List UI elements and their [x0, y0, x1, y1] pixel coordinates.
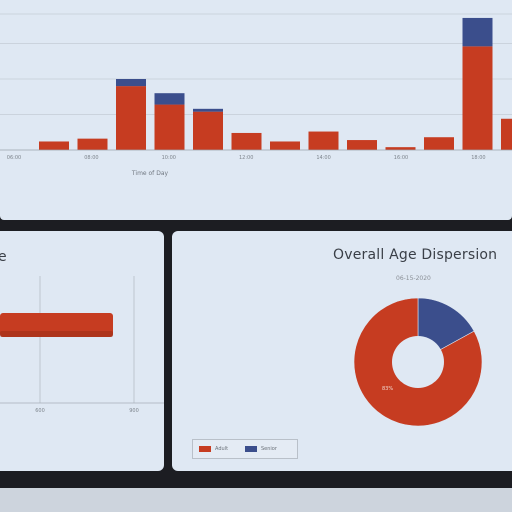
- tick-label: 900: [129, 408, 139, 414]
- tick-label: 600: [35, 408, 45, 414]
- bar-segment-red: [462, 46, 493, 151]
- panel-date: 06-15-2020: [396, 275, 431, 282]
- panel-title: e: [0, 249, 7, 265]
- bar-segment-blue: [462, 17, 493, 47]
- left-chart-panel: e 600 900: [0, 231, 164, 471]
- chart-bars: [39, 17, 512, 151]
- legend-item-senior[interactable]: Senior: [245, 446, 277, 452]
- tick-label: 06:00: [7, 155, 21, 161]
- tick-label: 12:00: [239, 155, 253, 161]
- tick-label: 18:00: [471, 155, 485, 161]
- bar-segment-blue: [116, 79, 146, 87]
- tick-label: 16:00: [394, 155, 408, 161]
- donut-hole: [392, 336, 444, 388]
- time-of-day-chart: 06:0008:0010:0012:0014:0016:0018:0020:00…: [0, 13, 512, 177]
- tick-label: 08:00: [84, 155, 98, 161]
- bottom-panel-edge: [0, 488, 512, 512]
- x-axis-ticks: 06:0008:0010:0012:0014:0016:0018:0020:00…: [7, 155, 486, 161]
- bar-segment-blue: [193, 108, 223, 112]
- legend-label: Adult: [215, 446, 229, 452]
- bar-segment-red: [347, 140, 377, 150]
- panel-title: Overall Age Dispersion: [333, 247, 498, 263]
- bar-segment-red: [501, 118, 512, 150]
- bar-segment-red: [39, 141, 69, 150]
- legend-item-adult[interactable]: Adult: [199, 446, 228, 452]
- legend-swatch: [245, 446, 257, 452]
- tick-label: 10:00: [162, 155, 176, 161]
- donut-chart: 83%: [353, 297, 483, 427]
- chart-legend: Adult Senior: [192, 439, 298, 459]
- tick-label: 14:00: [316, 155, 330, 161]
- legend-swatch: [199, 446, 211, 452]
- bar-segment-red: [77, 138, 108, 150]
- horizontal-bar-chart: 600 900: [0, 276, 164, 414]
- bar-segment-red: [231, 132, 262, 150]
- bar-segment-red: [270, 141, 300, 150]
- bar-segment-red: [424, 137, 454, 150]
- bar-segment-red: [116, 86, 146, 150]
- chart-gridlines: [0, 13, 512, 115]
- bar-segment-red: [308, 131, 339, 150]
- bar-segment-blue: [154, 93, 185, 105]
- x-axis-label: Time of Day: [131, 170, 169, 177]
- time-of-day-panel: 06:0008:0010:0012:0014:0016:0018:0020:00…: [0, 0, 512, 220]
- age-dispersion-panel: Overall Age Dispersion 06-15-2020 83% Ad…: [172, 231, 512, 471]
- slice-data-label: 83%: [382, 386, 393, 392]
- bar-segment-red: [193, 111, 223, 150]
- legend-label: Senior: [261, 446, 277, 452]
- bar-segment-red: [154, 104, 185, 150]
- bar-segment-red: [385, 147, 416, 150]
- bar-shade: [0, 331, 113, 337]
- donut-slice-adult: [353, 297, 483, 427]
